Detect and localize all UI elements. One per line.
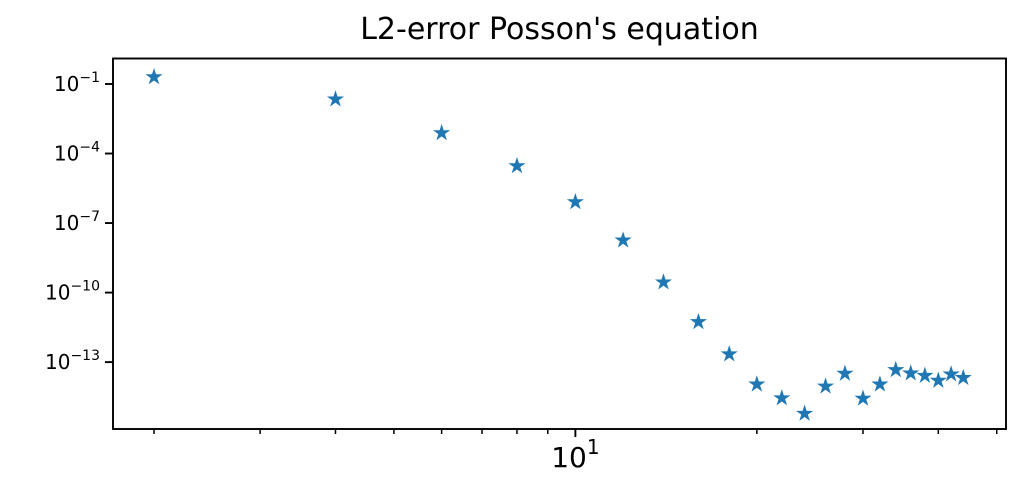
data-point-star-30 (854, 389, 872, 406)
data-point-star-24 (796, 404, 814, 421)
data-point-star-2 (145, 68, 163, 85)
data-point-star-6 (433, 123, 451, 141)
data-point-star-34 (887, 360, 905, 378)
data-point-star-20 (748, 375, 766, 392)
data-point-star-18 (720, 345, 738, 362)
data-point-star-26 (816, 377, 835, 394)
axis-ticks (105, 83, 998, 437)
data-point-star-44 (954, 368, 972, 386)
data-point-star-10 (566, 193, 584, 210)
data-point-star-40 (929, 371, 947, 388)
data-points (145, 68, 972, 421)
data-point-star-12 (614, 231, 632, 248)
data-point-star-22 (773, 389, 791, 406)
data-point-star-8 (508, 156, 526, 174)
data-point-star-28 (836, 364, 854, 381)
y-tick-label: 10−1 (54, 70, 100, 96)
x-tick-label: 101 (551, 435, 599, 474)
data-point-star-16 (689, 312, 707, 330)
y-tick-label: 10−7 (54, 209, 100, 235)
y-tick-label: 10−13 (45, 348, 100, 374)
data-point-star-4 (326, 90, 345, 107)
data-point-star-36 (902, 364, 920, 381)
plot-area-spines (112, 57, 1007, 430)
y-tick-label: 10−10 (45, 279, 100, 305)
data-point-star-32 (871, 375, 889, 392)
data-point-star-42 (942, 365, 960, 382)
axis-tick-labels: 101 10−1 10−4 10−7 10−10 10−13 (45, 70, 600, 474)
y-tick-label: 10−4 (54, 140, 100, 166)
data-point-star-14 (654, 273, 673, 290)
data-point-star-38 (916, 366, 934, 383)
chart-title: L2-error Posson's equation (360, 12, 759, 47)
